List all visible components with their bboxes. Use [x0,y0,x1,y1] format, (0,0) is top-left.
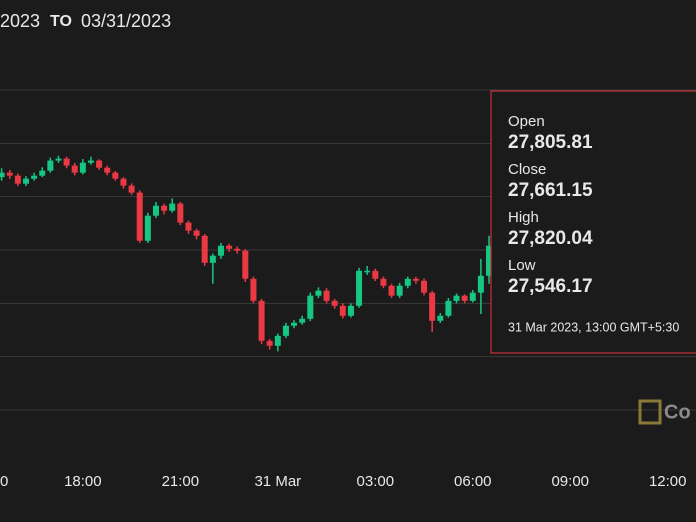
candle-body [315,290,322,296]
candle-body [201,235,208,263]
tooltip-box [490,90,696,354]
candle-body [22,178,29,184]
x-axis: 0 18:00 21:00 31 Mar 03:00 06:00 09:00 12:00 [0,473,687,490]
tooltip: Open 27,805.81 Close 27,661.15 High 27,820.04… [490,90,696,354]
candle-body [372,270,379,279]
tooltip-label: Open [508,113,545,130]
candle-body [0,172,5,178]
candle-body [96,160,103,168]
tooltip-value: 27,546.17 [508,276,593,297]
candle-body [128,185,135,193]
date-range: 2023 TO 03/31/2023 [0,11,171,31]
candle-body [112,172,119,179]
candle-body [388,285,395,296]
candle-body [356,270,363,306]
candle-body [282,325,289,336]
candle-body [347,305,354,316]
candle-body [323,290,330,301]
candle-body [152,205,159,216]
candle-body [331,300,338,306]
candle-body [144,215,151,241]
tooltip-label: Close [508,161,546,178]
candle-body [339,305,346,316]
x-tick-label: 09:00 [551,473,589,490]
candle-body [177,203,184,223]
candle-body [31,175,38,179]
candle-body [217,245,224,256]
candle-body [266,340,273,346]
tooltip-value: 27,661.15 [508,180,593,201]
candle-body [161,205,168,211]
candle-body [250,278,257,301]
x-tick-label: 0 [0,473,8,490]
candle-body [120,178,127,186]
candle-body [6,172,13,176]
candle-body [209,255,216,263]
x-tick-label: 06:00 [454,473,492,490]
candle-body [396,285,403,296]
candle-body [234,248,241,251]
candle-body [445,300,452,316]
candle-body [299,318,306,323]
candle-body [291,322,298,326]
candle-body [274,335,281,346]
candle-body [169,203,176,211]
candle-body [404,278,411,286]
candle-body [453,295,460,301]
candle-body [79,162,86,173]
date-from: 2023 [0,11,40,31]
candle-body [461,295,468,301]
tooltip-value: 27,805.81 [508,132,593,153]
candle-body [380,278,387,286]
candle-body [258,300,265,341]
tooltip-label: Low [508,257,536,274]
date-to: 03/31/2023 [81,11,171,31]
watermark: Co [638,399,691,425]
watermark-text: Co [664,401,691,423]
tooltip-timestamp: 31 Mar 2023, 13:00 GMT+5:30 [508,320,679,334]
candle-body [469,292,476,301]
candle-body [437,315,444,321]
candle-body [364,270,371,273]
candle-body [104,167,111,173]
candle-body [87,160,94,163]
watermark-icon [638,399,662,425]
candle-body [421,280,428,293]
candle-body [39,170,46,176]
tooltip-label: High [508,209,539,226]
x-tick-label: 18:00 [64,473,102,490]
candle-body [477,275,484,293]
candle-body [71,165,78,173]
candle-body [486,245,493,276]
candle-body [14,175,21,184]
candle-body [63,158,70,166]
candle-body [55,158,62,161]
x-tick-label: 12:00 [649,473,687,490]
candle-body [47,160,54,171]
candle-body [412,278,419,281]
candle-body [185,222,192,231]
x-tick-label: 21:00 [162,473,200,490]
x-tick-label: 31 Mar [254,473,301,490]
candle-body [136,192,143,241]
candle-body [193,230,200,236]
date-separator: TO [50,13,72,30]
x-tick-label: 03:00 [357,473,395,490]
candle-body [226,245,233,249]
candles [0,155,493,352]
candle-body [242,250,249,279]
tooltip-value: 27,820.04 [508,228,593,249]
candle-body [307,295,314,319]
candle-body [429,292,436,321]
